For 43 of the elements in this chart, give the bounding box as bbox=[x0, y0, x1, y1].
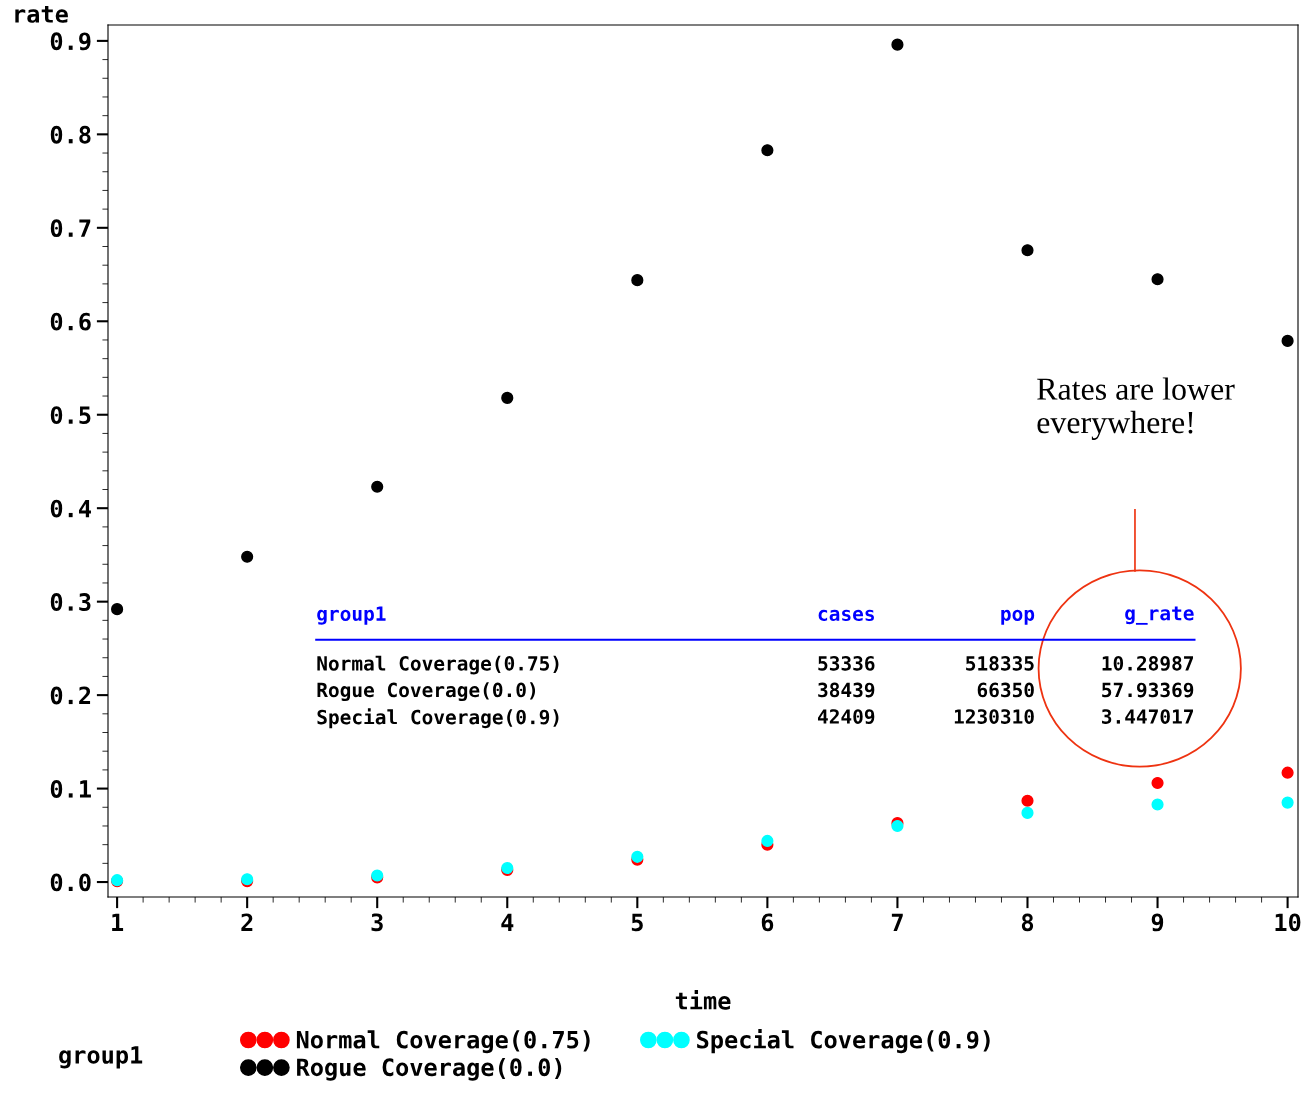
annotation: cases bbox=[818, 609, 874, 621]
annotation: 57.93369 bbox=[1102, 682, 1194, 698]
legend-label: Special Coverage(0.9) bbox=[697, 1029, 990, 1054]
annotation: Normal Coverage(0.75) bbox=[317, 655, 559, 675]
x-tick-label: 10 bbox=[1275, 913, 1301, 932]
y-tick-label: 0.0 bbox=[50, 873, 91, 892]
annotation: group1 bbox=[317, 606, 386, 625]
y-tick-label: 0.4 bbox=[50, 499, 91, 518]
y-tick-label: 0.2 bbox=[50, 686, 91, 705]
x-tick-label: 2 bbox=[241, 913, 253, 931]
y-tick-label: 0.7 bbox=[50, 219, 91, 238]
x-tick-label: 3 bbox=[371, 913, 383, 932]
x-tick-label: 5 bbox=[631, 913, 643, 932]
y-tick-label: 0.8 bbox=[50, 125, 91, 144]
y-tick-label: 0.9 bbox=[50, 32, 91, 51]
y-tick-label: 0.1 bbox=[50, 780, 91, 798]
annotation: Rates are lower everywhere! bbox=[1037, 377, 1235, 440]
x-axis-title: time bbox=[675, 990, 731, 1010]
y-tick-label: 0.3 bbox=[50, 593, 91, 611]
x-tick-label: 6 bbox=[761, 913, 774, 932]
annotation: pop bbox=[1001, 609, 1035, 625]
y-tick-label: 0.5 bbox=[50, 406, 91, 425]
annotation: 1230310 bbox=[954, 709, 1034, 724]
x-tick-label: 8 bbox=[1021, 913, 1034, 932]
legend-label: Rogue Coverage(0.0) bbox=[297, 1057, 562, 1081]
y-tick-label: 0.6 bbox=[50, 312, 91, 331]
annotation: 518335 bbox=[966, 655, 1034, 671]
legend-title: group1 bbox=[59, 1046, 143, 1069]
x-tick-label: 1 bbox=[112, 913, 124, 931]
x-tick-label: 7 bbox=[891, 913, 903, 931]
x-tick-label: 9 bbox=[1151, 913, 1164, 932]
annotation: 66350 bbox=[977, 682, 1034, 698]
annotation: g_rate bbox=[1125, 606, 1194, 625]
annotation: 10.28987 bbox=[1102, 655, 1194, 671]
legend-label: Normal Coverage(0.75) bbox=[296, 1030, 590, 1054]
annotation: 42409 bbox=[817, 709, 875, 724]
x-tick-label: 4 bbox=[501, 913, 514, 931]
annotation: Rogue Coverage(0.0) bbox=[317, 682, 536, 702]
annotation: 53336 bbox=[818, 655, 875, 671]
annotation: 38439 bbox=[818, 682, 875, 698]
annotation: 3.447017 bbox=[1102, 709, 1194, 724]
y-axis-title: rate bbox=[15, 5, 68, 23]
annotation: Special Coverage(0.9) bbox=[317, 708, 559, 729]
